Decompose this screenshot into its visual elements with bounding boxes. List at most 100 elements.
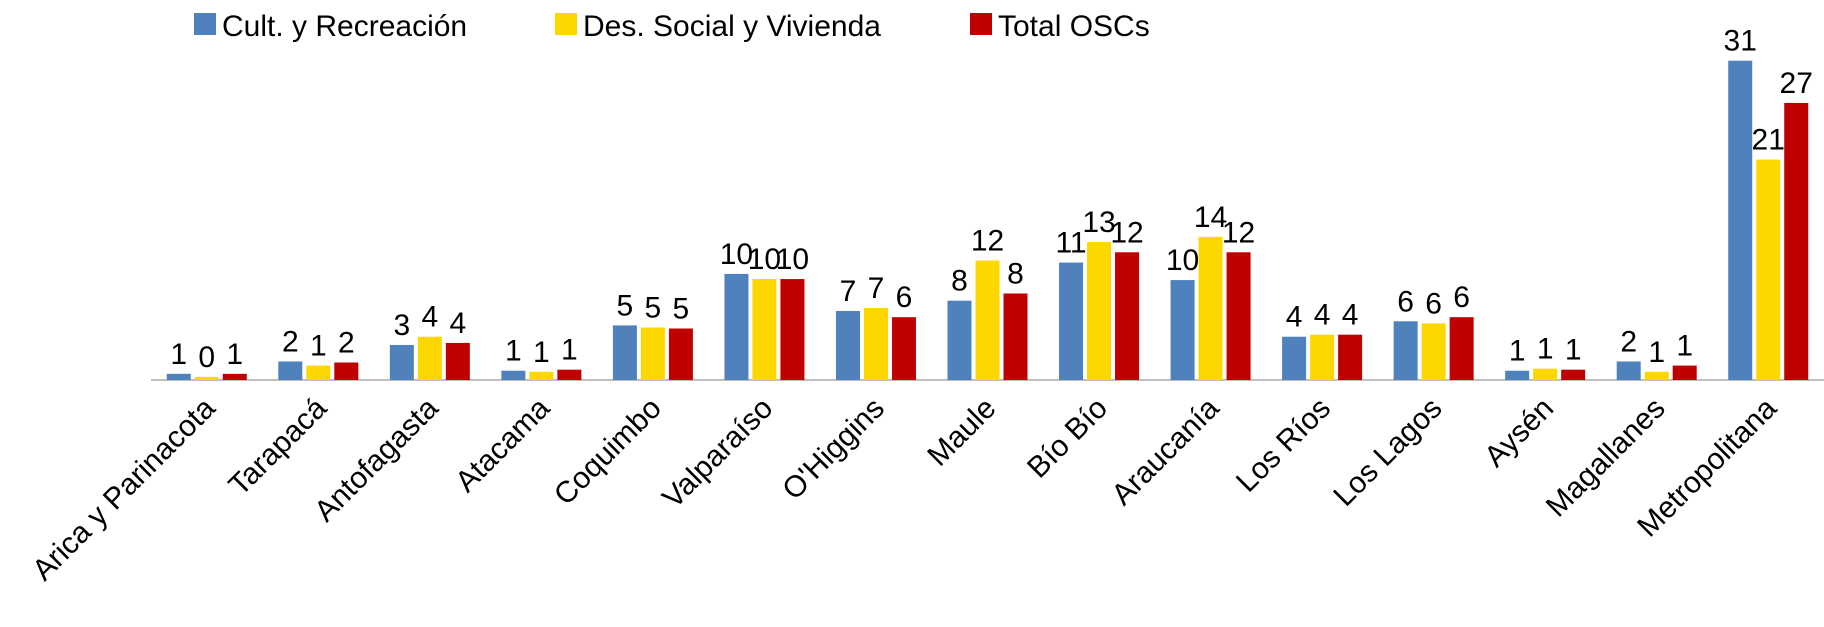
data-label: 8 bbox=[1007, 257, 1024, 290]
bar bbox=[557, 369, 582, 380]
data-label: 1 bbox=[1676, 330, 1693, 363]
x-tick-label: Bío Bío bbox=[1021, 392, 1114, 485]
x-tick-label: Aysén bbox=[1478, 392, 1560, 474]
bar bbox=[1449, 317, 1474, 380]
data-label: 10 bbox=[776, 243, 809, 276]
data-label: 6 bbox=[1453, 281, 1470, 314]
bar bbox=[1338, 334, 1363, 380]
data-label: 1 bbox=[1565, 334, 1582, 367]
bar bbox=[1059, 262, 1084, 380]
legend-swatch bbox=[194, 13, 216, 35]
x-tick-label: Coquimbo bbox=[548, 392, 668, 512]
bar bbox=[1672, 365, 1697, 380]
bar bbox=[306, 365, 331, 380]
data-label: 1 bbox=[561, 334, 578, 367]
data-label: 2 bbox=[338, 326, 355, 359]
bar bbox=[1533, 368, 1558, 380]
data-label: 5 bbox=[645, 291, 662, 324]
bar bbox=[612, 325, 637, 380]
data-label: 7 bbox=[840, 275, 857, 308]
x-tick-label: Valparaíso bbox=[656, 392, 779, 515]
bar bbox=[501, 370, 526, 380]
bar bbox=[278, 361, 303, 380]
data-label: 4 bbox=[1314, 299, 1331, 332]
bar bbox=[640, 327, 665, 380]
bar bbox=[668, 328, 693, 380]
bar bbox=[1198, 236, 1223, 380]
legend-swatch bbox=[555, 13, 577, 35]
bar bbox=[1393, 321, 1418, 380]
x-tick-label: Maule bbox=[921, 392, 1002, 473]
bar bbox=[1616, 361, 1641, 380]
data-label: 10 bbox=[1166, 244, 1199, 277]
bar bbox=[417, 336, 442, 380]
legend-label: Total OSCs bbox=[998, 10, 1150, 43]
bar bbox=[752, 279, 777, 380]
data-label: 1 bbox=[533, 336, 550, 369]
data-label: 10 bbox=[720, 238, 753, 271]
bar bbox=[835, 310, 860, 380]
data-label: 0 bbox=[198, 341, 215, 374]
data-label: 2 bbox=[282, 325, 299, 358]
data-label: 4 bbox=[449, 307, 466, 340]
data-label: 1 bbox=[1648, 336, 1665, 369]
bar bbox=[1505, 370, 1530, 380]
x-tick-label: Atacama bbox=[449, 391, 556, 498]
data-label: 1 bbox=[226, 338, 243, 371]
bar bbox=[1087, 241, 1112, 380]
bar bbox=[975, 260, 1000, 380]
bar bbox=[445, 342, 470, 380]
bar bbox=[1310, 334, 1335, 380]
x-tick-label: O'Higgins bbox=[776, 392, 891, 507]
bar bbox=[891, 317, 916, 380]
data-label: 10 bbox=[748, 243, 781, 276]
data-label: 7 bbox=[868, 272, 885, 305]
bar bbox=[1282, 336, 1307, 380]
data-label: 6 bbox=[1425, 287, 1442, 320]
bar bbox=[1170, 280, 1195, 380]
data-label: 31 bbox=[1724, 25, 1757, 58]
x-tick-label: Los Lagos bbox=[1327, 392, 1448, 513]
bar bbox=[780, 279, 805, 380]
legend-swatch bbox=[970, 13, 992, 35]
data-label: 1 bbox=[505, 335, 522, 368]
data-label: 2 bbox=[1620, 325, 1637, 358]
data-label: 3 bbox=[393, 309, 410, 342]
bar bbox=[222, 373, 247, 380]
data-label: 6 bbox=[896, 281, 913, 314]
x-tick-label: Arica y Parinacota bbox=[26, 391, 222, 587]
legend-label: Cult. y Recreación bbox=[222, 10, 467, 43]
bar bbox=[1421, 323, 1446, 380]
bar bbox=[1756, 159, 1781, 380]
data-label: 5 bbox=[673, 293, 690, 326]
data-label: 12 bbox=[1110, 216, 1143, 249]
bar bbox=[1115, 252, 1140, 380]
bar bbox=[194, 376, 219, 380]
bar bbox=[389, 344, 414, 380]
data-label: 4 bbox=[1286, 301, 1303, 334]
data-label: 12 bbox=[971, 225, 1004, 258]
x-tick-label: Tarapacá bbox=[223, 391, 334, 502]
data-label: 11 bbox=[1055, 227, 1086, 260]
bar bbox=[1561, 369, 1586, 380]
data-label: 5 bbox=[617, 289, 634, 322]
data-label: 8 bbox=[951, 265, 968, 298]
bar bbox=[529, 371, 554, 380]
bar bbox=[1644, 371, 1669, 380]
bar bbox=[947, 300, 972, 380]
bar bbox=[1784, 102, 1809, 381]
bar bbox=[724, 273, 749, 380]
legend-label: Des. Social y Vivienda bbox=[583, 10, 881, 43]
bar bbox=[334, 362, 359, 380]
data-label: 21 bbox=[1752, 124, 1785, 157]
x-tick-label: Los Ríos bbox=[1230, 392, 1337, 499]
data-label: 1 bbox=[1537, 333, 1554, 366]
data-label: 12 bbox=[1222, 216, 1255, 249]
bar bbox=[1728, 60, 1753, 380]
x-tick-label: Araucanía bbox=[1105, 391, 1225, 511]
data-label: 14 bbox=[1194, 201, 1227, 234]
bar bbox=[166, 373, 191, 380]
data-label: 1 bbox=[170, 338, 187, 371]
